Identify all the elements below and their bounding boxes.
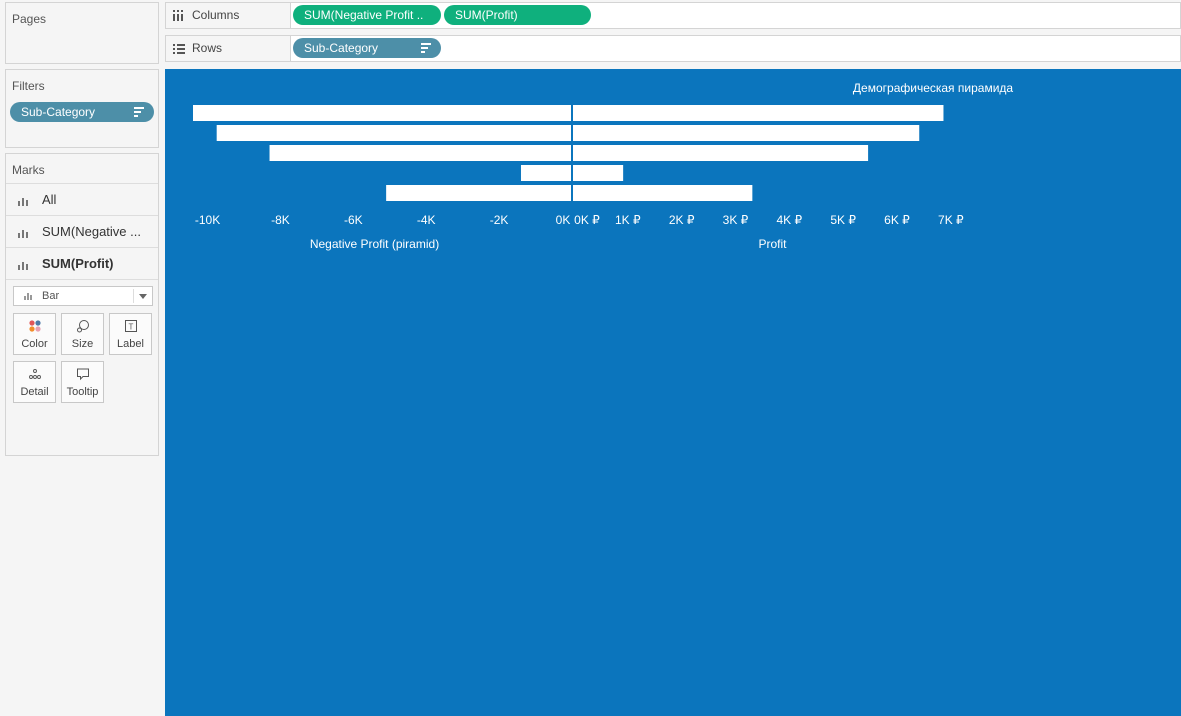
bar-chart-icon (24, 292, 34, 300)
viz-area[interactable]: Демографическая пирамида -10K -8K -6K -4K -2… (165, 69, 1181, 716)
x-tick-label-negative: -4K (417, 213, 436, 227)
tooltip-icon (77, 368, 89, 381)
x-tick-label-negative: -10K (195, 213, 220, 227)
x-tick-label-profit: 7K ₽ (938, 213, 964, 227)
detail-button-label: Detail (20, 386, 49, 398)
marks-card-sum-negative[interactable]: SUM(Negative ... (6, 215, 158, 247)
detail-icon (29, 369, 41, 379)
color-icon (29, 320, 41, 332)
bar-negative-profit[interactable] (386, 185, 572, 201)
x-tick-label-negative: -8K (271, 213, 290, 227)
label-button[interactable]: T Label (109, 313, 152, 355)
x-tick-label-profit: 5K ₽ (830, 213, 856, 227)
x-tick-label-negative: 0K (556, 213, 571, 227)
rows-shelf-label: Rows (166, 36, 291, 61)
columns-shelf-label: Columns (166, 3, 291, 28)
filters-panel[interactable]: Filters Sub-Category (5, 69, 159, 148)
x-tick-label-profit: 3K ₽ (723, 213, 749, 227)
bar-chart-icon (18, 228, 30, 238)
bar-chart-icon (18, 196, 30, 206)
color-button[interactable]: Color (13, 313, 56, 355)
x-axis-label-negative: Negative Profit (piramid) (310, 237, 439, 251)
columns-label-text: Columns (192, 8, 240, 22)
x-tick-label-profit: 2K ₽ (669, 213, 695, 227)
bar-profit[interactable] (572, 145, 869, 161)
x-tick-label-profit: 0K ₽ (574, 213, 600, 227)
row-pill-label: Sub-Category (304, 41, 379, 55)
tooltip-button-label: Tooltip (66, 386, 99, 398)
marks-card-label: All (42, 192, 57, 207)
bar-profit[interactable] (572, 105, 944, 121)
mark-type-dropdown[interactable]: Bar (13, 286, 153, 306)
chart-title: Демографическая пирамида (853, 81, 1013, 95)
columns-icon (173, 10, 185, 21)
color-button-label: Color (21, 338, 48, 350)
bar-profit[interactable] (572, 125, 920, 141)
rows-icon (173, 43, 185, 54)
row-pill-sub-category[interactable]: Sub-Category (293, 38, 441, 58)
marks-card-label: SUM(Negative ... (42, 224, 141, 239)
x-axis-label-profit: Profit (758, 237, 787, 251)
filter-pill-sub-category[interactable]: Sub-Category (10, 102, 154, 122)
bar-negative-profit[interactable] (520, 165, 572, 181)
columns-shelf[interactable]: Columns SUM(Negative Profit .. SUM(Profi… (165, 2, 1181, 29)
marks-title: Marks (12, 163, 45, 177)
rows-label-text: Rows (192, 41, 223, 55)
column-pill-label: SUM(Negative Profit .. (304, 8, 424, 22)
label-icon: T (125, 320, 137, 332)
rows-shelf[interactable]: Rows Sub-Category (165, 35, 1181, 62)
x-tick-label-profit: 6K ₽ (884, 213, 910, 227)
marks-card-label: SUM(Profit) (42, 256, 114, 271)
mark-type-value: Bar (42, 290, 60, 302)
sort-icon (134, 107, 144, 117)
marks-card-sum-profit[interactable]: SUM(Profit) (6, 247, 158, 279)
chevron-down-icon (139, 294, 147, 299)
pages-title: Pages (12, 12, 47, 26)
marks-panel[interactable]: Marks All SUM(Negative ... SUM(Profit) B… (5, 153, 159, 456)
bar-profit[interactable] (572, 185, 753, 201)
pyramid-chart: Демографическая пирамида -10K -8K -6K -4K -2… (193, 81, 1013, 251)
x-tick-label-negative: -2K (490, 213, 509, 227)
size-button-label: Size (71, 338, 94, 350)
detail-button[interactable]: Detail (13, 361, 56, 403)
column-pill-sum-negative-profit[interactable]: SUM(Negative Profit .. (293, 5, 441, 25)
sort-icon (421, 43, 431, 53)
bar-profit[interactable] (572, 165, 624, 181)
size-button[interactable]: Size (61, 313, 104, 355)
pages-panel[interactable]: Pages (5, 2, 159, 64)
column-pill-sum-profit[interactable]: SUM(Profit) (444, 5, 591, 25)
filters-title: Filters (12, 79, 45, 93)
size-icon (77, 320, 89, 333)
bar-negative-profit[interactable] (216, 125, 572, 141)
x-tick-label-profit: 1K ₽ (615, 213, 641, 227)
bar-chart-icon (18, 260, 30, 270)
bar-negative-profit[interactable] (193, 105, 572, 121)
tooltip-button[interactable]: Tooltip (61, 361, 104, 403)
filter-pill-label: Sub-Category (21, 105, 96, 119)
x-tick-label-negative: -6K (344, 213, 363, 227)
svg-text:T: T (129, 323, 134, 332)
marks-card-all[interactable]: All (6, 183, 158, 215)
column-pill-label: SUM(Profit) (455, 8, 518, 22)
bar-negative-profit[interactable] (269, 145, 572, 161)
x-tick-label-profit: 4K ₽ (777, 213, 803, 227)
label-button-label: Label (117, 338, 144, 350)
